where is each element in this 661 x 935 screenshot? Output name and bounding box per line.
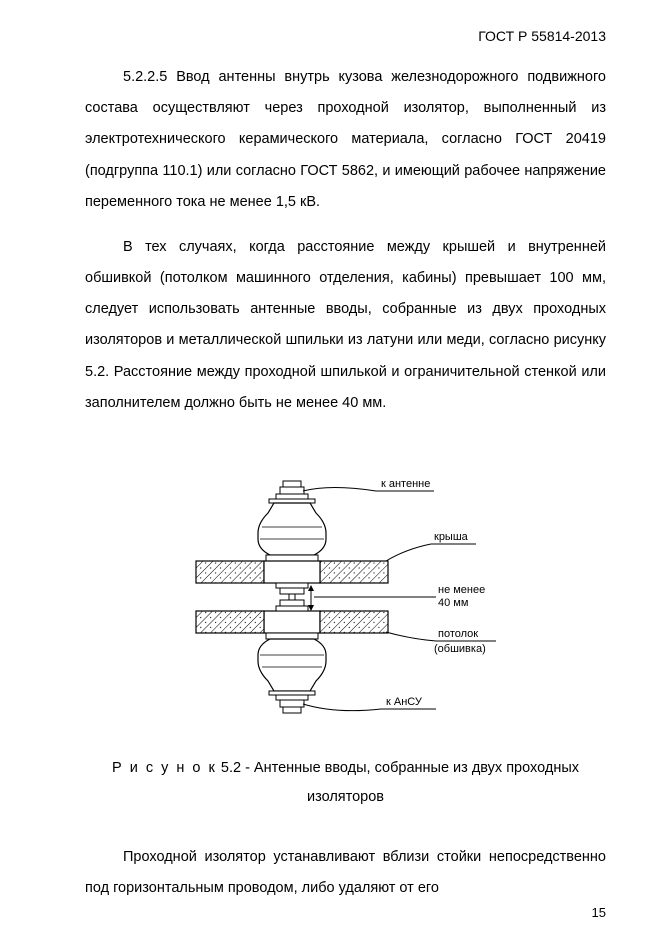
label-gap2: 40 мм	[438, 597, 468, 609]
figure-5-2: к антенне крыша не менее 40 мм потолок (…	[85, 469, 606, 729]
paragraph-3: Проходной изолятор устанавливают вблизи …	[85, 842, 606, 904]
label-ceiling2: (обшивка)	[434, 643, 486, 655]
paragraph-1: 5.2.2.5 Ввод антенны внутрь кузова желез…	[85, 62, 606, 218]
page-number: 15	[592, 905, 606, 920]
caption-text: - Антенные вводы, собранные из двух прох…	[241, 760, 579, 805]
paragraph-2: В тех случаях, когда расстояние между кр…	[85, 232, 606, 419]
label-gap1: не менее	[438, 584, 485, 596]
para1-text: 5.2.2.5 Ввод антенны внутрь кузова желез…	[85, 69, 606, 210]
caption-prefix: Р и с у н о к	[112, 760, 217, 776]
label-ceiling1: потолок	[438, 628, 478, 640]
label-roof: крыша	[434, 531, 469, 543]
para2-text: В тех случаях, когда расстояние между кр…	[85, 239, 606, 411]
document-header: ГОСТ Р 55814-2013	[85, 28, 606, 44]
figure-caption: Р и с у н о к 5.2 - Антенные вводы, собр…	[85, 754, 606, 812]
isolator-diagram: к антенне крыша не менее 40 мм потолок (…	[176, 469, 516, 724]
label-antenna: к антенне	[381, 478, 430, 490]
label-ansu: к АнСУ	[386, 696, 423, 708]
caption-num: 5.2	[217, 760, 241, 776]
para3-text: Проходной изолятор устанавливают вблизи …	[85, 849, 606, 896]
